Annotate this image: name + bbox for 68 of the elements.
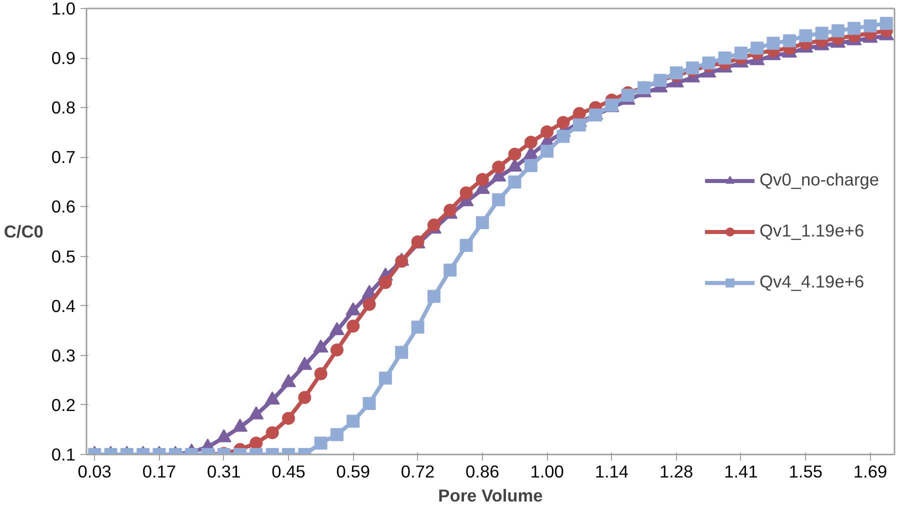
point bbox=[848, 22, 861, 35]
point bbox=[782, 34, 796, 48]
point bbox=[492, 160, 506, 174]
point bbox=[750, 42, 764, 55]
point bbox=[427, 290, 440, 303]
x-tick-label: 1.69 bbox=[853, 462, 888, 482]
point bbox=[460, 186, 473, 200]
point bbox=[216, 429, 232, 442]
point bbox=[313, 339, 328, 352]
x-tick-label: 1.00 bbox=[530, 462, 564, 482]
point bbox=[524, 159, 538, 172]
x-tick-label: 1.14 bbox=[594, 462, 629, 482]
y-tick-label: 0.2 bbox=[51, 394, 76, 415]
point bbox=[460, 238, 473, 252]
y-tick-label: 0.3 bbox=[51, 345, 76, 366]
y-tick-label: 0.8 bbox=[51, 98, 76, 118]
x-tick-label: 0.03 bbox=[78, 462, 112, 482]
point bbox=[831, 24, 844, 38]
point bbox=[799, 29, 812, 42]
x-tick-label: 0.45 bbox=[272, 462, 306, 482]
point bbox=[524, 136, 538, 149]
point bbox=[508, 175, 522, 188]
y-tick-label: 0.5 bbox=[51, 246, 76, 266]
point bbox=[492, 193, 506, 206]
y-tick-label: 0.4 bbox=[51, 296, 76, 316]
point bbox=[556, 130, 570, 143]
y-tick-label: 1.0 bbox=[51, 0, 76, 18]
point bbox=[476, 216, 489, 230]
point bbox=[362, 284, 377, 298]
point bbox=[556, 116, 570, 129]
point bbox=[329, 322, 344, 336]
point bbox=[880, 16, 893, 30]
x-tick-label: 0.86 bbox=[466, 462, 500, 482]
point bbox=[815, 26, 828, 40]
point bbox=[264, 391, 280, 405]
x-tick-label: 1.41 bbox=[724, 462, 758, 482]
point bbox=[346, 302, 361, 316]
x-tick-label: 0.17 bbox=[142, 462, 176, 482]
y-tick-label: 0.1 bbox=[51, 444, 76, 464]
y-tick-label: 0.7 bbox=[51, 147, 76, 168]
x-tick-label: 1.28 bbox=[659, 462, 694, 482]
point bbox=[621, 88, 634, 102]
y-tick-label: 0.9 bbox=[51, 48, 76, 68]
x-axis-title: Pore Volume bbox=[438, 486, 544, 506]
point bbox=[864, 19, 877, 32]
y-tick-label: 0.6 bbox=[51, 196, 76, 217]
point bbox=[572, 107, 586, 120]
point bbox=[589, 108, 602, 122]
point bbox=[766, 36, 780, 50]
point bbox=[281, 374, 296, 388]
point bbox=[734, 46, 748, 60]
y-axis-title: C/C0 bbox=[4, 222, 44, 242]
legend-label: Qv4_4.19e+6 bbox=[760, 272, 864, 292]
point bbox=[718, 52, 732, 65]
point bbox=[297, 356, 312, 370]
point bbox=[508, 148, 522, 161]
point bbox=[248, 406, 264, 420]
point bbox=[476, 172, 489, 186]
x-tick-label: 0.72 bbox=[400, 462, 435, 482]
x-tick-label: 0.31 bbox=[206, 462, 241, 482]
legend-label: Qv0_no-charge bbox=[760, 170, 879, 190]
legend-label: Qv1_1.19e+6 bbox=[760, 220, 864, 242]
point bbox=[540, 125, 554, 138]
x-tick-label: 0.59 bbox=[336, 462, 370, 482]
point bbox=[572, 118, 586, 132]
point bbox=[540, 144, 554, 158]
x-tick-label: 1.55 bbox=[788, 462, 822, 482]
point bbox=[232, 418, 248, 432]
